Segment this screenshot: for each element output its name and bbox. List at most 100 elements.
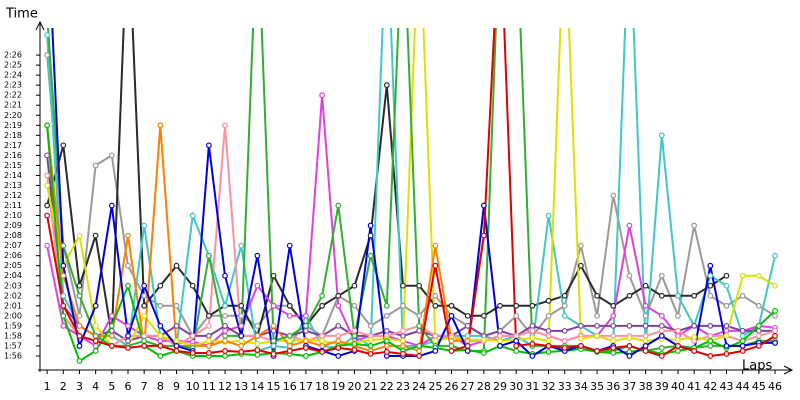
point [642, 333, 649, 339]
point [254, 347, 261, 353]
point [691, 334, 698, 340]
point [594, 312, 600, 319]
x-tick-label: 33 [558, 380, 572, 393]
y-tick-label: 2:03 [4, 281, 22, 290]
point [594, 348, 600, 354]
point [610, 345, 617, 351]
point [594, 322, 600, 329]
point [92, 302, 99, 309]
point [222, 122, 228, 129]
y-tick-label: 2:06 [4, 251, 22, 260]
point [108, 202, 115, 209]
point [222, 327, 228, 334]
y-tick-label: 2:00 [4, 311, 22, 320]
point [222, 353, 228, 359]
point [626, 322, 633, 329]
point [303, 322, 309, 329]
point [383, 82, 390, 89]
x-tick-label: 46 [768, 380, 782, 393]
point [76, 358, 83, 364]
point [286, 312, 293, 319]
point [270, 302, 277, 309]
point [755, 322, 762, 329]
x-tick-label: 31 [525, 380, 539, 393]
point [303, 338, 309, 344]
point [658, 327, 665, 334]
point [464, 348, 471, 354]
point [173, 262, 180, 269]
point [351, 347, 358, 353]
x-tick-label: 45 [752, 380, 766, 393]
point [707, 353, 714, 359]
point [254, 252, 261, 259]
point [125, 322, 131, 329]
point [367, 343, 374, 349]
point [367, 222, 374, 229]
x-tick-label: 9 [173, 380, 180, 393]
point [723, 351, 730, 357]
point [675, 312, 681, 319]
point [626, 292, 633, 299]
point [400, 327, 406, 334]
point [416, 348, 423, 354]
point [578, 336, 584, 342]
point [432, 292, 439, 299]
point [351, 341, 358, 347]
point [222, 312, 228, 319]
point [286, 338, 293, 344]
point [125, 338, 131, 344]
y-tick-label: 2:01 [4, 301, 22, 310]
point [157, 302, 164, 309]
point [432, 242, 439, 249]
point [189, 282, 196, 289]
y-tick-label: 2:12 [4, 191, 22, 200]
point [173, 302, 180, 309]
x-tick-label: 24 [412, 380, 426, 393]
point [270, 272, 277, 279]
point [545, 343, 552, 349]
point [707, 272, 714, 279]
point [173, 343, 180, 349]
point [303, 312, 309, 319]
point [76, 292, 83, 299]
point [658, 292, 665, 299]
x-tick-label: 42 [703, 380, 717, 393]
point [464, 343, 471, 349]
point [497, 338, 503, 344]
point [610, 350, 617, 356]
point [416, 343, 423, 349]
point [610, 338, 617, 344]
point [675, 327, 681, 334]
point [335, 333, 342, 339]
x-tick-label: 22 [380, 380, 394, 393]
point [707, 262, 714, 269]
point [141, 302, 148, 309]
point [44, 52, 51, 58]
point [578, 343, 584, 349]
point [157, 343, 164, 349]
point [497, 302, 503, 309]
point [545, 338, 552, 344]
point [60, 312, 67, 319]
point [205, 312, 212, 319]
point [173, 338, 180, 344]
point [723, 272, 730, 279]
point [400, 338, 406, 344]
x-tick-label: 15 [267, 380, 281, 393]
point [739, 327, 746, 334]
point [513, 338, 520, 344]
x-tick-label: 43 [719, 380, 733, 393]
y-tick-label: 2:19 [4, 121, 22, 130]
point [723, 333, 730, 339]
point [44, 182, 51, 189]
y-tick-label: 2:24 [4, 71, 22, 80]
point [141, 338, 148, 344]
point [157, 122, 164, 129]
point [335, 302, 342, 309]
point [108, 322, 115, 329]
point [222, 338, 228, 344]
y-tick-label: 2:17 [4, 141, 22, 150]
y-arrow [35, 20, 45, 31]
point [270, 327, 277, 334]
point [286, 242, 293, 249]
